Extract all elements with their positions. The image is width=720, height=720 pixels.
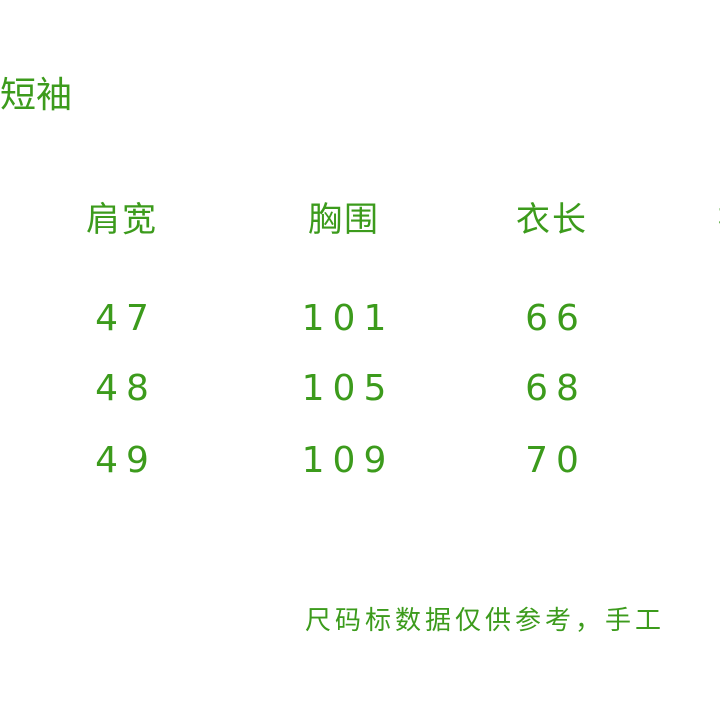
table-cell: 70 [525, 440, 587, 481]
title: 短袖 [0, 75, 73, 116]
table-cell: 48 [95, 368, 157, 409]
column-header: 袖 [718, 192, 720, 241]
column-header: 胸围 [308, 200, 380, 240]
table-cell: 68 [525, 368, 587, 409]
footer-note: 尺码标数据仅供参考，手工 [305, 606, 666, 636]
table-cell: 109 [301, 440, 395, 481]
column-header: 衣长 [516, 200, 588, 240]
column-header: 肩宽 [86, 200, 158, 240]
table-cell: 66 [525, 298, 587, 339]
table-cell: 49 [95, 440, 157, 481]
table-cell: 101 [301, 298, 395, 339]
table-cell: 47 [95, 298, 157, 339]
table-cell: 105 [301, 368, 395, 409]
